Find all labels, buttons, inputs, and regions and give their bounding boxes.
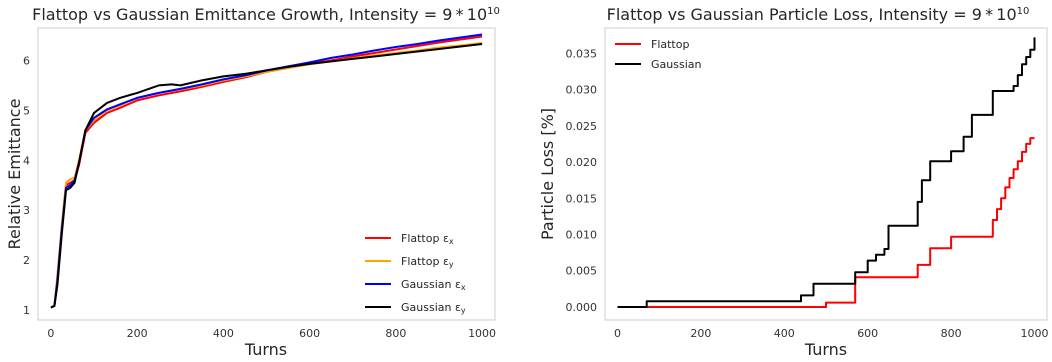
y-tick-label: 2 — [23, 254, 30, 267]
y-tick-label: 0.025 — [566, 120, 598, 133]
y-tick-label: 0.000 — [566, 301, 598, 314]
emittance-y-ticks: 1 2 3 4 5 6 — [23, 54, 30, 317]
x-tick-label: 800 — [385, 327, 406, 340]
particle-loss-y-axis-label: Particle Loss [%] — [538, 108, 557, 240]
legend-label: Gaussian εx — [401, 278, 466, 292]
emittance-plot-area — [37, 27, 496, 321]
y-tick-label: 0.005 — [566, 265, 598, 278]
y-tick-label: 0.030 — [566, 84, 598, 97]
y-tick-label: 1 — [23, 304, 30, 317]
emittance-y-axis-label: Relative Emittance — [5, 99, 24, 250]
series-line-3 — [50, 43, 483, 309]
y-tick-label: 3 — [23, 204, 30, 217]
x-tick-label: 200 — [690, 327, 711, 340]
emittance-series — [50, 33, 483, 309]
x-tick-label: 400 — [213, 327, 234, 340]
series-line-1 — [617, 37, 1036, 308]
y-tick-label: 5 — [23, 104, 30, 117]
particle-loss-legend: Flattop Gaussian — [615, 38, 701, 71]
y-tick-label: 0.035 — [566, 47, 598, 60]
x-tick-label: 400 — [774, 327, 795, 340]
y-tick-label: 0.020 — [566, 156, 598, 169]
emittance-chart: Flattop vs Gaussian Emittance Growth, In… — [5, 5, 500, 359]
x-tick-label: 1000 — [468, 327, 496, 340]
y-tick-label: 0.010 — [566, 229, 598, 242]
y-tick-label: 4 — [23, 154, 30, 167]
legend-label: Gaussian εy — [401, 301, 466, 315]
emittance-x-axis-label: Turns — [244, 340, 287, 359]
x-tick-label: 1000 — [1020, 327, 1048, 340]
x-tick-label: 600 — [299, 327, 320, 340]
particle-loss-chart-title: Flattop vs Gaussian Particle Loss, Inten… — [607, 5, 1030, 24]
particle-loss-chart: Flattop vs Gaussian Particle Loss, Inten… — [538, 5, 1048, 359]
x-tick-label: 800 — [941, 327, 962, 340]
emittance-chart-title: Flattop vs Gaussian Emittance Growth, In… — [32, 5, 500, 24]
x-tick-label: 0 — [614, 327, 621, 340]
legend-label: Gaussian — [651, 58, 701, 71]
x-tick-label: 200 — [127, 327, 148, 340]
emittance-x-ticks: 0 200 400 600 800 1000 — [47, 327, 496, 340]
particle-loss-x-axis-label: Turns — [804, 340, 847, 359]
x-tick-label: 600 — [857, 327, 878, 340]
particle-loss-x-ticks: 0 200 400 600 800 1000 — [614, 327, 1048, 340]
particle-loss-plot-area — [604, 27, 1048, 321]
x-tick-label: 0 — [47, 327, 54, 340]
particle-loss-series — [617, 37, 1036, 308]
legend-label: Flattop — [651, 38, 689, 51]
legend-label: Flattop εy — [401, 255, 454, 269]
particle-loss-y-ticks: 0.000 0.005 0.010 0.015 0.020 0.025 0.030 0.035 — [566, 47, 598, 314]
emittance-legend: Flattop εx Flattop εy Gaussian εx Gaussian … — [365, 232, 466, 315]
series-line-0 — [50, 35, 483, 309]
legend-label: Flattop εx — [401, 232, 454, 246]
series-line-2 — [50, 33, 483, 309]
y-tick-label: 6 — [23, 54, 30, 67]
y-tick-label: 0.015 — [566, 192, 598, 205]
